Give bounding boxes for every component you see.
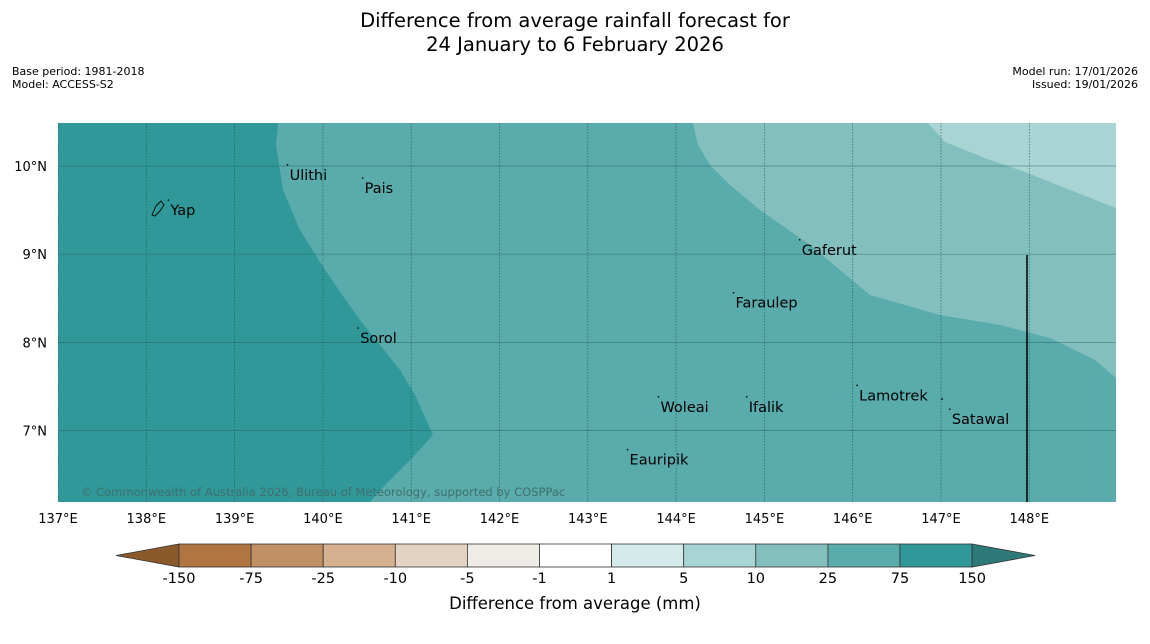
colorbar-swatch	[178, 543, 252, 568]
place-marker	[798, 238, 801, 241]
colorbar-tick-label: -5	[460, 571, 474, 587]
colorbar-tick-label: -25	[311, 571, 335, 587]
colorbar-title: Difference from average (mm)	[449, 594, 701, 613]
lon-tick-label: 144°E	[656, 512, 696, 527]
place-marker	[286, 164, 289, 166]
colorbar-swatch	[250, 543, 324, 568]
region-5-to-10	[928, 123, 1116, 208]
colorbar-swatch	[466, 543, 540, 568]
colorbar-tick-label: 10	[747, 571, 765, 587]
place-label: Gaferut	[802, 243, 857, 259]
place-label: Eauripik	[630, 453, 689, 469]
place-label: Lamotrek	[859, 388, 928, 404]
place-marker	[856, 384, 858, 387]
place-label: Ifalik	[749, 400, 784, 416]
lon-tick-label: 141°E	[391, 512, 431, 527]
lon-tick-label: 140°E	[303, 512, 343, 527]
colorbar-swatch	[755, 543, 829, 568]
place-marker	[745, 395, 748, 398]
colorbar-tick-labels: -150 -75 -25 -10 -5 -1 1 5 10 25 75 150	[163, 571, 986, 587]
colorbar-tick-label: -75	[239, 571, 263, 587]
colorbar-swatch	[899, 543, 973, 568]
place-marker	[167, 199, 170, 201]
lon-tick-label: 146°E	[833, 512, 873, 527]
region-10-to-25	[693, 123, 1116, 378]
place-label: Satawal	[952, 412, 1009, 428]
colorbar-tick-label: 5	[679, 571, 688, 587]
colorbar-tick-label: 150	[958, 571, 986, 587]
lon-tick-label: 145°E	[745, 512, 785, 527]
islet-dot	[941, 398, 943, 400]
place-label: Sorol	[360, 331, 397, 347]
place-marker	[357, 327, 360, 329]
title-line-2: 24 January to 6 February 2026	[426, 32, 724, 56]
gridlines	[58, 123, 1116, 502]
lon-tick-label: 138°E	[127, 512, 167, 527]
lon-tick-label: 137°E	[38, 512, 78, 527]
lon-tick-label: 139°E	[215, 512, 255, 527]
colorbar-extend-high	[971, 543, 1036, 568]
lon-tick-label: 147°E	[921, 512, 961, 527]
colorbar-tick-label: -10	[383, 571, 407, 587]
lat-tick-label: 7°N	[23, 425, 48, 440]
colorbar-swatch	[827, 543, 901, 568]
colorbar-swatch	[394, 543, 468, 568]
place-marker	[949, 408, 951, 410]
place-labels: Yap Ulithi Pais Gaferut Faraulep Sorol Lamotre…	[167, 164, 1009, 469]
region-75-to-150	[58, 123, 433, 502]
yap-island-shape	[151, 200, 165, 217]
title-line-1: Difference from average rainfall forecas…	[360, 9, 790, 32]
colorbar-tick-label: -1	[532, 571, 546, 587]
place-label: Ulithi	[290, 168, 328, 184]
colorbar-tick-label: 1	[607, 571, 616, 587]
meta-right: Model run: 17/01/2026 Issued: 19/01/2026	[1012, 65, 1138, 91]
colorbar-tick-label: 75	[891, 571, 909, 587]
chart-title: Difference from average rainfall forecas…	[0, 9, 1150, 57]
latitude-tick-labels: 10°N 9°N 8°N 7°N	[14, 160, 47, 440]
issued-text: Issued: 19/01/2026	[1031, 78, 1138, 91]
lat-tick-label: 9°N	[23, 248, 48, 263]
place-label: Yap	[169, 203, 195, 219]
place-marker	[361, 177, 364, 179]
base-period-text: Base period: 1981-2018	[12, 65, 145, 78]
place-label: Faraulep	[735, 296, 797, 312]
lat-tick-label: 8°N	[23, 336, 48, 351]
colorbar-swatch	[539, 543, 612, 568]
lat-tick-label: 10°N	[14, 160, 47, 175]
longitude-tick-labels: 137°E 138°E 139°E 140°E 141°E 142°E 143°E 144°E…	[38, 512, 1049, 527]
colorbar-extend-low	[115, 543, 180, 568]
lon-tick-label: 142°E	[480, 512, 520, 527]
lon-tick-label: 143°E	[568, 512, 608, 527]
place-label: Pais	[365, 181, 394, 197]
colorbar-swatch	[611, 543, 685, 568]
copyright-text: © Commonwealth of Australia 2026, Bureau…	[81, 485, 565, 499]
colorbar-tick-label: 25	[819, 571, 837, 587]
colorbar-swatches	[115, 543, 1036, 568]
map-fill-layer	[58, 123, 1116, 502]
lon-tick-label: 148°E	[1010, 512, 1050, 527]
place-marker	[626, 448, 629, 451]
colorbar-tick-label: -150	[163, 571, 196, 587]
place-label: Woleai	[660, 400, 708, 416]
place-marker	[657, 395, 660, 398]
meta-left: Base period: 1981-2018 Model: ACCESS-S2	[12, 65, 144, 91]
colorbar-swatch	[322, 543, 396, 568]
colorbar-swatch	[683, 543, 757, 568]
place-marker	[732, 291, 735, 294]
model-text: Model: ACCESS-S2	[12, 78, 114, 91]
model-run-text: Model run: 17/01/2026	[1012, 65, 1138, 78]
